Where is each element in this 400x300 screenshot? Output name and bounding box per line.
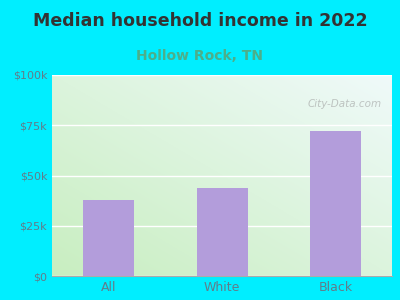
Bar: [310, 131, 361, 276]
Bar: [196, 188, 248, 276]
Bar: [83, 200, 134, 276]
Text: City-Data.com: City-Data.com: [308, 99, 382, 109]
Text: Hollow Rock, TN: Hollow Rock, TN: [136, 49, 264, 62]
Text: Median household income in 2022: Median household income in 2022: [33, 12, 367, 30]
